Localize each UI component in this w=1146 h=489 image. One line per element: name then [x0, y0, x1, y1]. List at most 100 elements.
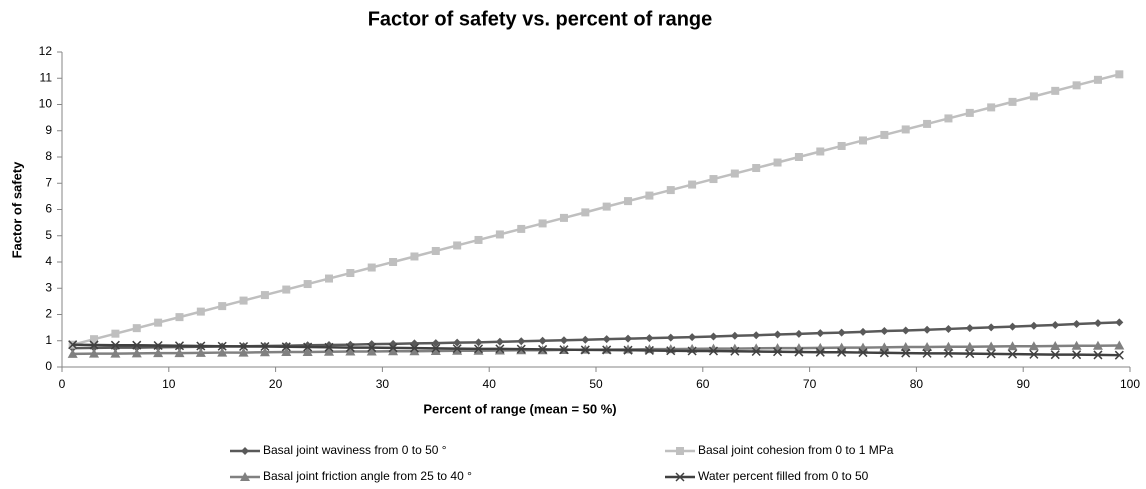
marker — [859, 327, 867, 336]
y-tick-label: 9 — [45, 123, 52, 137]
marker — [1029, 321, 1038, 330]
marker — [410, 252, 419, 261]
marker — [281, 347, 292, 357]
marker — [1050, 350, 1060, 360]
marker — [1008, 97, 1017, 106]
marker — [217, 341, 227, 351]
x-tick-label: 10 — [162, 377, 176, 391]
marker — [666, 333, 675, 342]
marker — [1093, 319, 1102, 328]
marker — [1050, 341, 1061, 350]
marker — [388, 343, 398, 353]
marker — [666, 346, 676, 356]
series-line — [72, 321, 1120, 350]
marker — [1072, 350, 1082, 360]
marker — [1115, 318, 1124, 327]
marker — [815, 347, 825, 357]
x-tick-label: 0 — [59, 377, 66, 391]
marker — [495, 230, 504, 239]
marker — [367, 343, 377, 353]
marker — [1051, 321, 1060, 329]
marker — [474, 235, 483, 244]
marker — [238, 347, 249, 357]
marker — [794, 347, 804, 357]
marker — [1028, 341, 1039, 351]
marker — [1093, 75, 1102, 84]
marker — [602, 335, 611, 344]
y-tick-label: 12 — [39, 44, 53, 58]
marker — [154, 318, 163, 327]
y-tick-label: 10 — [39, 97, 53, 111]
marker — [559, 345, 569, 355]
marker — [90, 335, 99, 344]
marker — [516, 344, 526, 354]
marker — [409, 346, 420, 356]
marker — [1007, 341, 1018, 351]
marker — [752, 164, 761, 173]
marker — [132, 324, 141, 333]
marker — [816, 147, 825, 156]
marker — [1071, 340, 1082, 350]
marker — [345, 346, 356, 356]
marker — [837, 141, 846, 150]
marker — [879, 342, 890, 352]
y-tick-label: 11 — [40, 70, 53, 84]
chart-title: Factor of safety vs. percent of range — [368, 8, 713, 30]
marker — [943, 348, 953, 358]
marker — [581, 335, 590, 344]
marker — [923, 325, 932, 334]
legend-label: Water percent filled from 0 to 50 — [698, 469, 869, 483]
series-line — [72, 73, 1120, 346]
marker — [345, 343, 355, 353]
marker — [474, 338, 483, 347]
marker — [259, 347, 270, 357]
marker — [666, 186, 675, 195]
marker — [986, 341, 997, 351]
x-tick-label: 100 — [1120, 377, 1140, 391]
marker — [89, 340, 99, 350]
marker — [431, 339, 440, 348]
marker — [239, 341, 249, 352]
marker — [964, 341, 975, 351]
marker — [751, 343, 762, 353]
marker — [1072, 81, 1081, 90]
y-tick-label: 7 — [45, 175, 52, 189]
marker — [303, 280, 312, 289]
x-tick-label: 50 — [589, 377, 603, 391]
y-tick-label: 2 — [45, 307, 52, 321]
marker — [1092, 340, 1103, 350]
y-tick-label: 4 — [45, 254, 52, 268]
y-tick-label: 3 — [45, 280, 52, 294]
marker — [645, 191, 654, 200]
marker — [580, 345, 590, 355]
x-tick-label: 80 — [910, 377, 924, 391]
marker — [517, 337, 526, 346]
marker — [773, 347, 783, 357]
y-tick-label: 6 — [45, 202, 52, 216]
marker — [431, 246, 440, 255]
marker — [730, 346, 740, 356]
marker — [325, 274, 333, 283]
marker — [68, 340, 78, 350]
marker — [110, 340, 120, 350]
marker — [581, 208, 590, 217]
marker — [175, 313, 184, 322]
marker — [880, 130, 889, 139]
marker — [517, 224, 526, 233]
legend-marker — [675, 472, 685, 482]
marker — [901, 348, 911, 358]
marker — [110, 348, 121, 358]
marker — [730, 169, 739, 178]
marker — [602, 345, 612, 355]
marker — [645, 334, 654, 343]
marker — [687, 346, 697, 356]
marker — [794, 153, 803, 161]
marker — [858, 348, 868, 358]
marker — [986, 349, 996, 359]
marker — [752, 331, 761, 340]
marker — [730, 331, 739, 340]
marker — [389, 258, 398, 266]
marker — [453, 338, 462, 347]
marker — [367, 263, 376, 272]
